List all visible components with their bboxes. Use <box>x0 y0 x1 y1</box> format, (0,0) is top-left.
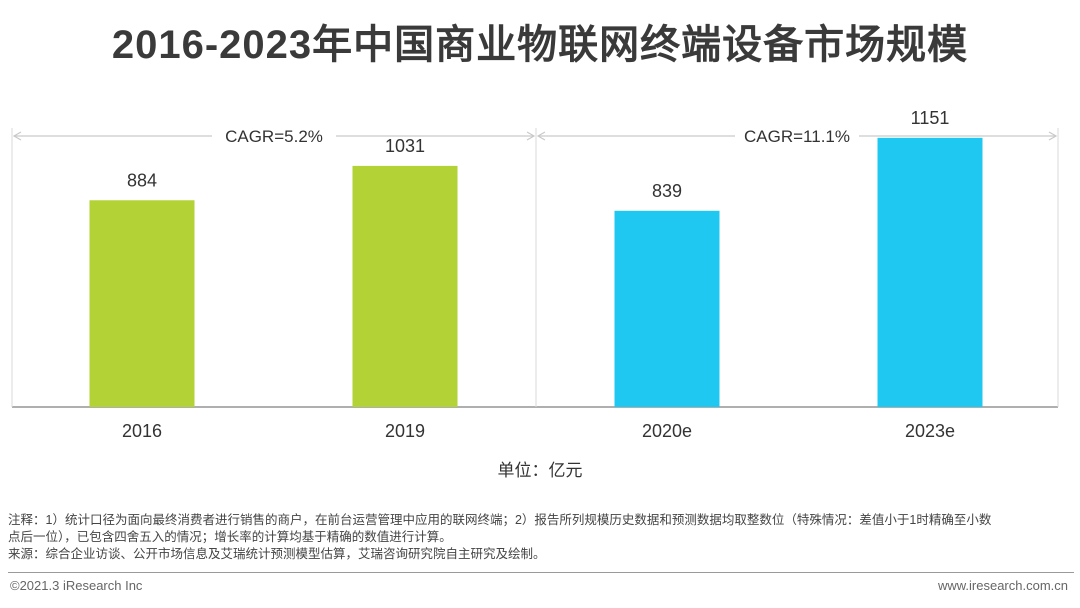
bar-2016 <box>89 200 195 407</box>
x-tick-2023e: 2023e <box>905 421 955 441</box>
note-line-1: 注释：1）统计口径为面向最终消费者进行销售的商户，在前台运营管理中应用的联网终端… <box>8 513 992 527</box>
data-label-2016: 884 <box>127 170 157 190</box>
website-link: www.iresearch.com.cn <box>937 578 1068 593</box>
bar-2020e <box>614 210 720 407</box>
bar-2023e <box>877 137 983 407</box>
source-line: 来源：综合企业访谈、公开市场信息及艾瑞统计预测模型估算，艾瑞咨询研究院自主研究及… <box>8 547 546 561</box>
notes: 注释：1）统计口径为面向最终消费者进行销售的商户，在前台运营管理中应用的联网终端… <box>8 512 1074 563</box>
chart-title: 2016-2023年中国商业物联网终端设备市场规模 <box>111 23 969 67</box>
data-label-2020e: 839 <box>652 181 682 201</box>
cagr-arrowhead-left-1 <box>536 131 546 141</box>
cagr-arrowhead-right-1 <box>1048 131 1058 141</box>
cagr-label-0: CAGR=5.2% <box>225 127 323 146</box>
x-tick-2020e: 2020e <box>642 421 692 441</box>
bar-2019 <box>352 165 458 407</box>
x-tick-2019: 2019 <box>385 421 425 441</box>
unit-label: 单位：亿元 <box>497 461 583 480</box>
data-label-2019: 1031 <box>385 136 425 156</box>
footer-divider <box>8 572 1074 573</box>
bar-chart: CAGR=5.2% CAGR=11.1% 884 2016 1031 2019 839 202… <box>11 110 1059 441</box>
cagr-arrowhead-left-0 <box>12 131 22 141</box>
data-label-2023e: 1151 <box>911 110 950 128</box>
x-tick-2016: 2016 <box>122 421 162 441</box>
note-line-2: 点后一位），已包含四舍五入的情况；增长率的计算均基于精确的数值进行计算。 <box>8 530 452 544</box>
copyright: ©2021.3 iResearch Inc <box>10 578 143 593</box>
cagr-arrowhead-right-0 <box>526 131 536 141</box>
cagr-label-1: CAGR=11.1% <box>744 127 850 146</box>
